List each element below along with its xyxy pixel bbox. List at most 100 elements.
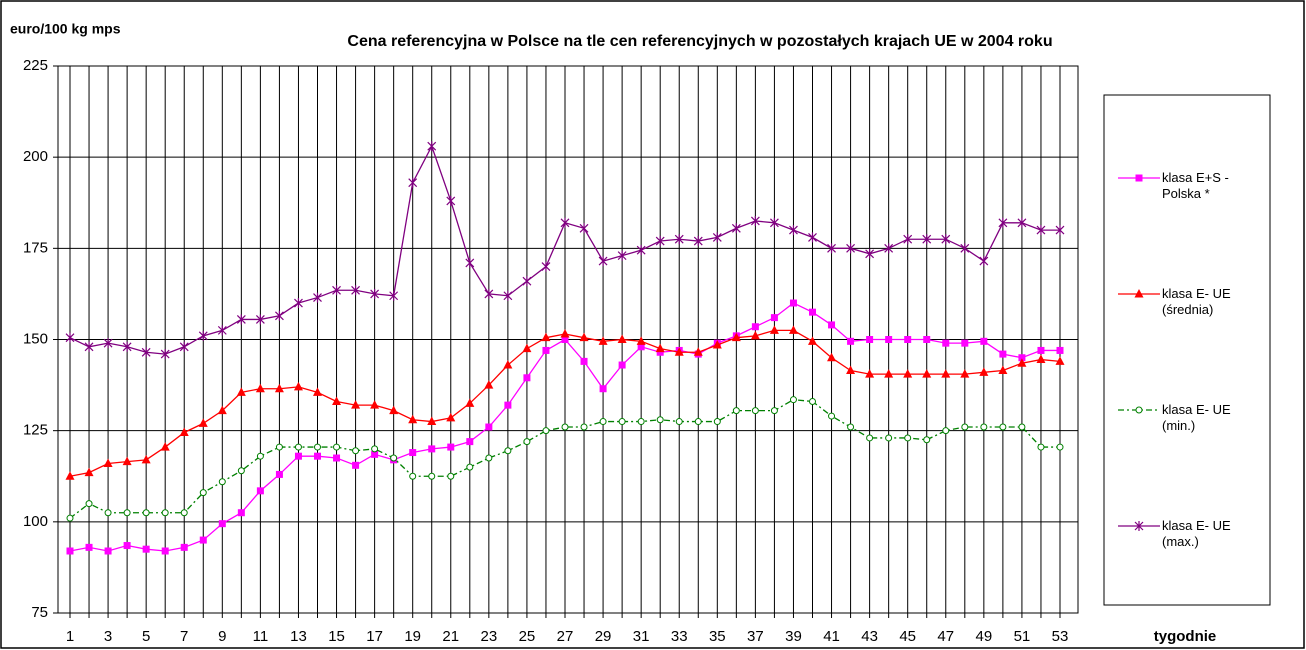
marker	[141, 347, 151, 358]
marker	[1018, 423, 1026, 431]
marker	[808, 336, 817, 345]
marker	[788, 325, 798, 334]
marker	[1037, 443, 1045, 451]
x-tick-label: 13	[290, 628, 307, 645]
x-tick-label: 37	[747, 628, 764, 645]
legend-box	[1103, 94, 1271, 606]
marker	[371, 450, 379, 458]
marker	[903, 234, 913, 245]
marker	[999, 350, 1007, 358]
marker	[65, 471, 75, 480]
marker	[66, 547, 74, 555]
marker	[561, 336, 569, 343]
marker	[180, 509, 188, 517]
marker	[352, 447, 360, 455]
x-tick-label: 25	[519, 628, 536, 645]
marker	[961, 339, 969, 347]
marker	[504, 401, 512, 409]
marker	[179, 427, 189, 436]
marker	[827, 243, 836, 254]
marker	[713, 418, 721, 426]
marker	[1036, 354, 1046, 364]
marker	[103, 338, 113, 349]
x-tick-label: 17	[366, 628, 383, 645]
marker	[618, 418, 626, 426]
marker	[769, 325, 779, 334]
marker	[255, 314, 265, 325]
marker	[293, 381, 303, 391]
legend-label: klasa E- UE (max.)	[1162, 518, 1231, 549]
marker	[522, 343, 532, 353]
marker	[294, 298, 303, 309]
marker	[180, 543, 188, 551]
marker	[1037, 346, 1045, 354]
marker	[1056, 443, 1064, 451]
x-tick-label: 51	[1014, 628, 1031, 645]
y-tick-label: 100	[23, 513, 48, 530]
marker	[294, 452, 302, 460]
marker	[236, 314, 246, 325]
marker	[960, 369, 970, 378]
y-tick-label: 125	[23, 422, 48, 439]
marker	[923, 436, 931, 444]
marker	[942, 427, 950, 435]
marker	[503, 290, 513, 301]
marker	[961, 423, 969, 431]
marker	[656, 348, 664, 356]
marker	[428, 472, 436, 480]
marker	[370, 288, 380, 299]
marker	[333, 454, 341, 462]
marker	[1017, 217, 1027, 228]
marker	[160, 349, 170, 360]
marker	[484, 380, 494, 389]
x-tick-label: 41	[823, 628, 840, 645]
marker	[351, 285, 361, 296]
x-tick-label: 35	[709, 628, 726, 645]
marker	[866, 336, 874, 343]
marker	[85, 500, 93, 508]
marker	[84, 467, 94, 477]
marker	[637, 343, 645, 351]
marker	[675, 418, 683, 426]
series-line	[69, 399, 1060, 519]
marker	[1018, 354, 1026, 362]
marker	[847, 337, 855, 345]
x-tick-label: 39	[785, 628, 802, 645]
marker	[904, 336, 912, 343]
marker	[104, 547, 112, 555]
x-tick-label: 1	[66, 628, 74, 645]
legend-marker	[1134, 521, 1144, 531]
marker	[466, 463, 474, 471]
marker	[294, 443, 302, 451]
marker	[371, 445, 379, 453]
marker	[408, 414, 418, 424]
marker	[332, 285, 341, 296]
marker	[903, 369, 913, 378]
marker	[809, 397, 816, 405]
marker	[712, 339, 722, 349]
marker	[389, 405, 399, 415]
marker	[731, 223, 741, 234]
y-tick-label: 200	[23, 148, 48, 165]
marker	[617, 250, 627, 261]
legend-marker	[1135, 174, 1143, 182]
marker	[750, 330, 760, 340]
marker	[770, 314, 778, 322]
marker	[236, 387, 246, 396]
marker	[618, 361, 626, 369]
marker	[446, 195, 456, 206]
marker	[351, 400, 361, 409]
marker	[332, 396, 342, 405]
marker	[160, 442, 170, 451]
x-tick-label: 5	[142, 628, 150, 645]
marker	[884, 243, 894, 254]
marker	[865, 369, 875, 378]
marker	[655, 236, 665, 247]
marker	[352, 461, 360, 469]
marker	[199, 489, 207, 497]
marker	[161, 509, 169, 517]
marker	[580, 357, 588, 365]
marker	[465, 398, 475, 407]
marker	[198, 418, 208, 427]
x-tick-label: 45	[899, 628, 916, 645]
